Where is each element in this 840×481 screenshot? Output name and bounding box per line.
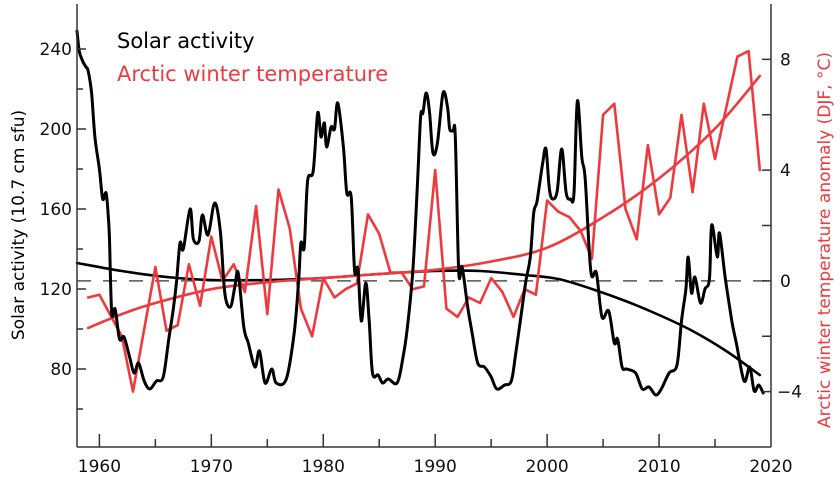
right-axis-title: Arctic winter temperature anomaly (DJF, … [815,52,835,428]
solar-activity-line [75,29,765,397]
x-tick-label: 1960 [78,457,121,477]
right-tick-label: 4 [780,161,791,181]
x-tick-label: 2010 [637,457,680,477]
left-axis-title: Solar activity (10.7 cm sfu) [9,110,29,340]
left-tick-label: 240 [40,40,72,60]
right-tick-label: 0 [780,272,791,292]
x-tick-label: 1970 [190,457,233,477]
solar-trend-line [75,261,762,377]
ticks-group: 1960 1970 1980 1990 2000 2010 2020801201602002… [40,40,803,477]
right-tick-label: −4 [777,383,802,403]
left-tick-label: 80 [50,360,72,380]
x-tick-label: 2020 [749,457,792,477]
left-tick-label: 200 [40,120,72,140]
legend: Solar activity Arctic winter temperature [117,29,388,86]
series-group [75,29,765,397]
left-tick-label: 160 [40,200,72,220]
left-tick-label: 120 [40,280,72,300]
x-tick-label: 1990 [414,457,457,477]
legend-arctic-temperature: Arctic winter temperature [117,62,388,86]
legend-solar-activity: Solar activity [117,29,255,53]
arctic-temperature-line [86,49,762,393]
x-tick-label: 2000 [525,457,568,477]
right-tick-label: 8 [780,50,791,70]
x-tick-label: 1980 [302,457,345,477]
